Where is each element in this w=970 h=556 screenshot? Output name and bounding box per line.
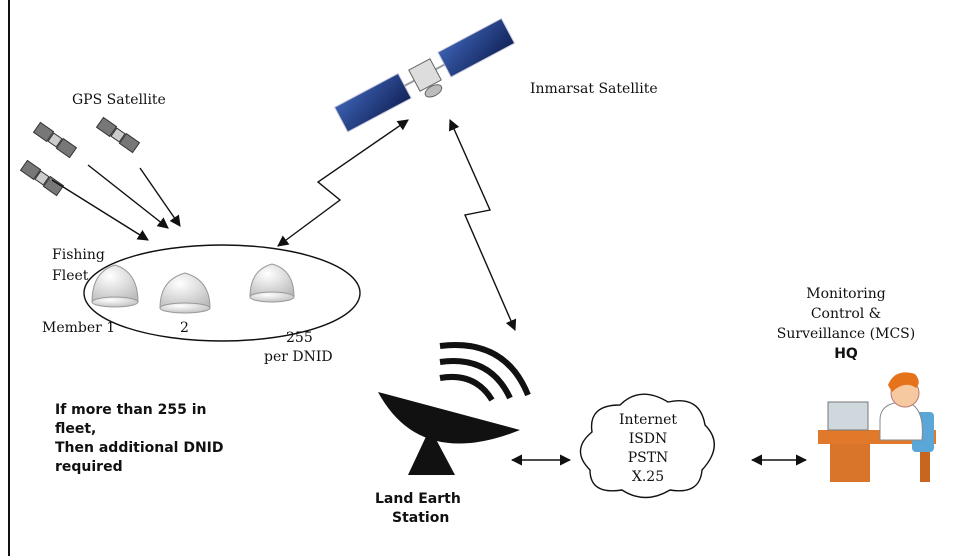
link-arrow <box>278 120 408 246</box>
note-line: required <box>55 459 123 475</box>
member-label: 255 <box>286 330 313 346</box>
mcs-label: Surveillance (MCS) <box>777 326 915 342</box>
network-label: Internet <box>619 412 677 428</box>
fleet-label: Fleet <box>52 268 89 284</box>
note-line: fleet, <box>55 421 96 437</box>
earth-station-dish-part <box>440 377 492 400</box>
note-line: If more than 255 in <box>55 402 206 418</box>
station-label: Land Earth <box>375 491 461 507</box>
inmarsat-satellite <box>335 19 519 140</box>
earth-station-dish-part <box>378 392 520 444</box>
mcs-label: Monitoring <box>806 286 885 302</box>
gps-arrow <box>140 168 180 226</box>
network-label: PSTN <box>628 450 669 466</box>
gps-satellites-part <box>34 122 77 157</box>
member-label: Member 1 <box>42 320 115 336</box>
earth-station-dish <box>378 345 528 475</box>
network-label: X.25 <box>632 469 664 485</box>
gps-satellites-part <box>21 160 64 195</box>
vessel-terminals <box>92 264 294 313</box>
operator-desk <box>818 372 936 482</box>
vessel-terminals-part <box>92 297 138 307</box>
fleet-label: Fishing <box>52 247 105 263</box>
per-dnid-label: per DNID <box>264 349 333 365</box>
member-label: 2 <box>180 320 189 336</box>
operator-desk-part <box>830 444 870 482</box>
link-arrow <box>450 120 515 330</box>
gps-label: GPS Satellite <box>72 92 166 108</box>
vessel-terminals-part <box>160 303 210 313</box>
inmarsat-satellite-part <box>438 19 515 78</box>
gps-satellites-part <box>97 117 140 152</box>
operator-desk-part <box>828 402 868 430</box>
station-label: Station <box>392 510 449 526</box>
mcs-label: HQ <box>834 346 858 362</box>
note-line: Then additional DNID <box>55 440 224 456</box>
inmarsat-satellite-part <box>335 73 412 132</box>
diagram: GPS Satellite Inmarsat Satellite Fishing… <box>0 0 970 556</box>
operator-desk-part <box>880 402 922 440</box>
gps-arrow <box>88 165 168 228</box>
network-label: ISDN <box>629 431 668 447</box>
gps-arrow <box>52 180 148 240</box>
inmarsat-label: Inmarsat Satellite <box>530 81 658 97</box>
mcs-label: Control & <box>811 306 881 322</box>
vessel-terminals-part <box>250 292 294 302</box>
gps-satellites <box>21 117 140 195</box>
